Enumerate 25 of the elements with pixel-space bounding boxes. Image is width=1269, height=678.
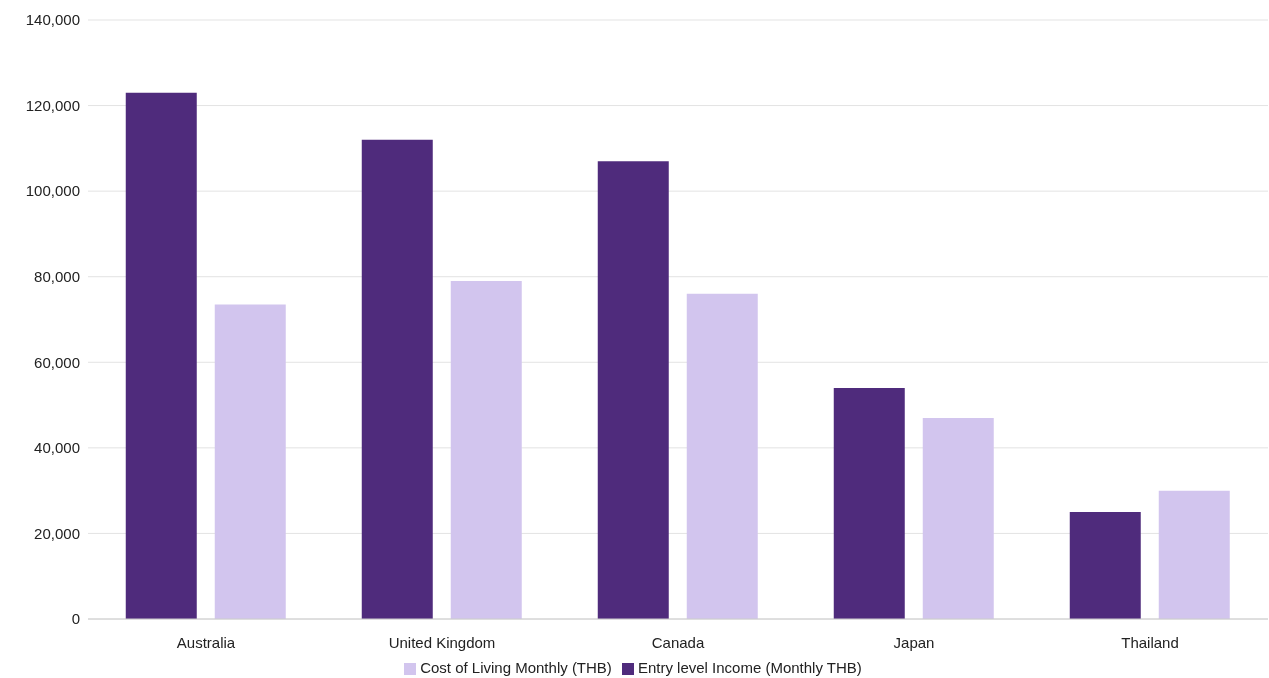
bar — [1069, 512, 1141, 619]
bar — [361, 139, 433, 619]
y-tick-label: 100,000 — [25, 182, 80, 200]
bar — [686, 293, 758, 619]
y-tick-label: 140,000 — [25, 11, 80, 29]
x-tick-label: United Kingdom — [388, 633, 496, 651]
x-tick-label: Japan — [893, 633, 935, 651]
bar — [597, 161, 669, 619]
y-tick-label: 120,000 — [25, 96, 80, 114]
x-tick-label: Thailand — [1121, 633, 1179, 651]
x-tick-label: Australia — [176, 633, 236, 651]
y-tick-label: 20,000 — [34, 524, 80, 542]
legend-label: Cost of Living Monthly (THB) — [420, 659, 612, 676]
bar — [1158, 490, 1230, 619]
x-tick-label: Canada — [651, 633, 705, 651]
y-tick-label: 80,000 — [34, 268, 80, 286]
legend-label: Entry level Income (Monthly THB) — [637, 659, 862, 676]
bar — [833, 387, 905, 619]
y-tick-label: 0 — [71, 610, 80, 628]
y-tick-label: 40,000 — [34, 439, 80, 457]
y-tick-label: 60,000 — [34, 353, 80, 371]
bar — [922, 417, 994, 619]
bar — [125, 92, 197, 619]
bar — [450, 280, 522, 619]
bar — [214, 304, 286, 619]
